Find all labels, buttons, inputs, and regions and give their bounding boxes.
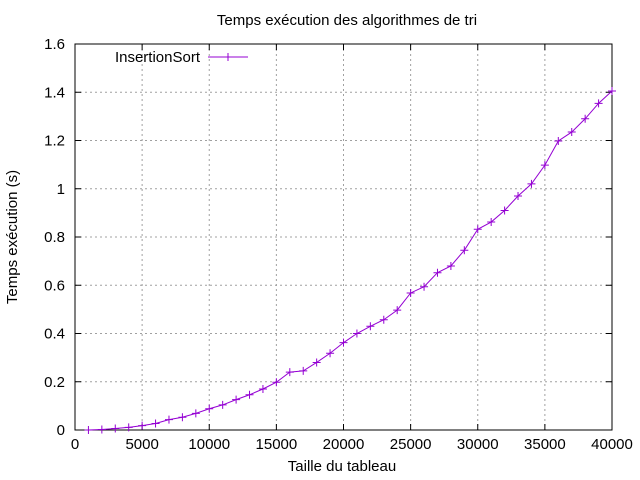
data-point bbox=[581, 114, 590, 123]
x-tick-label: 15000 bbox=[256, 436, 298, 453]
data-point bbox=[352, 329, 361, 338]
data-point bbox=[433, 268, 442, 277]
y-tick-label: 0 bbox=[57, 422, 65, 439]
x-axis-label: Taille du tableau bbox=[288, 458, 396, 475]
legend-marker bbox=[224, 53, 232, 61]
data-point bbox=[420, 282, 429, 291]
data-point bbox=[178, 413, 187, 422]
data-point bbox=[527, 179, 536, 188]
data-point bbox=[111, 424, 120, 433]
data-point bbox=[554, 136, 563, 145]
data-point bbox=[97, 425, 106, 434]
data-point bbox=[446, 261, 455, 270]
data-point bbox=[285, 368, 294, 377]
y-tick-label: 0.8 bbox=[44, 229, 65, 246]
y-tick-label: 0.2 bbox=[44, 374, 65, 391]
grid bbox=[75, 44, 612, 430]
x-tick-label: 30000 bbox=[457, 436, 499, 453]
plot-frame bbox=[74, 43, 613, 431]
legend: InsertionSort bbox=[115, 49, 248, 66]
data-point bbox=[326, 349, 335, 358]
data-point bbox=[124, 423, 133, 432]
data-point bbox=[379, 315, 388, 324]
data-point bbox=[138, 421, 147, 430]
x-tick-label: 10000 bbox=[188, 436, 230, 453]
data-point bbox=[500, 206, 509, 215]
data-point bbox=[218, 400, 227, 409]
x-tick-label: 35000 bbox=[524, 436, 566, 453]
x-tick-label: 20000 bbox=[323, 436, 365, 453]
y-tick-label: 1 bbox=[57, 181, 65, 198]
series-layer bbox=[84, 87, 616, 434]
data-point bbox=[258, 384, 267, 393]
data-point bbox=[460, 246, 469, 255]
data-point bbox=[84, 426, 93, 434]
data-point bbox=[205, 404, 214, 413]
data-point bbox=[299, 366, 308, 375]
data-point bbox=[540, 161, 549, 170]
data-point bbox=[393, 306, 402, 315]
data-point bbox=[366, 322, 375, 331]
y-tick-label: 0.6 bbox=[44, 277, 65, 294]
data-point bbox=[164, 415, 173, 424]
chart-title: Temps exécution des algorithmes de tri bbox=[217, 12, 477, 29]
data-point bbox=[406, 288, 415, 297]
data-point bbox=[567, 128, 576, 137]
x-tick-label: 5000 bbox=[125, 436, 158, 453]
y-axis-label: Temps exécution (s) bbox=[4, 170, 21, 304]
x-tick-label: 40000 bbox=[591, 436, 633, 453]
data-point bbox=[608, 87, 616, 96]
axis-ticks: 0 5000 10000 15000 20000 25000 30000 35000 40000… bbox=[44, 36, 633, 453]
data-point bbox=[487, 218, 496, 227]
legend-label: InsertionSort bbox=[115, 49, 201, 66]
y-tick-label: 1.4 bbox=[44, 84, 65, 101]
x-tick-label: 0 bbox=[71, 436, 79, 453]
data-point bbox=[232, 395, 241, 404]
data-point bbox=[245, 390, 254, 399]
data-point bbox=[594, 99, 603, 108]
x-tick-label: 25000 bbox=[390, 436, 432, 453]
data-point bbox=[151, 419, 160, 428]
y-tick-label: 0.4 bbox=[44, 326, 65, 343]
y-tick-label: 1.6 bbox=[44, 36, 65, 53]
data-point bbox=[473, 225, 482, 234]
series-line bbox=[88, 90, 613, 431]
data-point bbox=[514, 191, 523, 200]
y-tick-label: 1.2 bbox=[44, 133, 65, 150]
data-point bbox=[312, 358, 321, 367]
data-point bbox=[191, 409, 200, 418]
data-point bbox=[339, 338, 348, 347]
data-point bbox=[272, 378, 281, 387]
